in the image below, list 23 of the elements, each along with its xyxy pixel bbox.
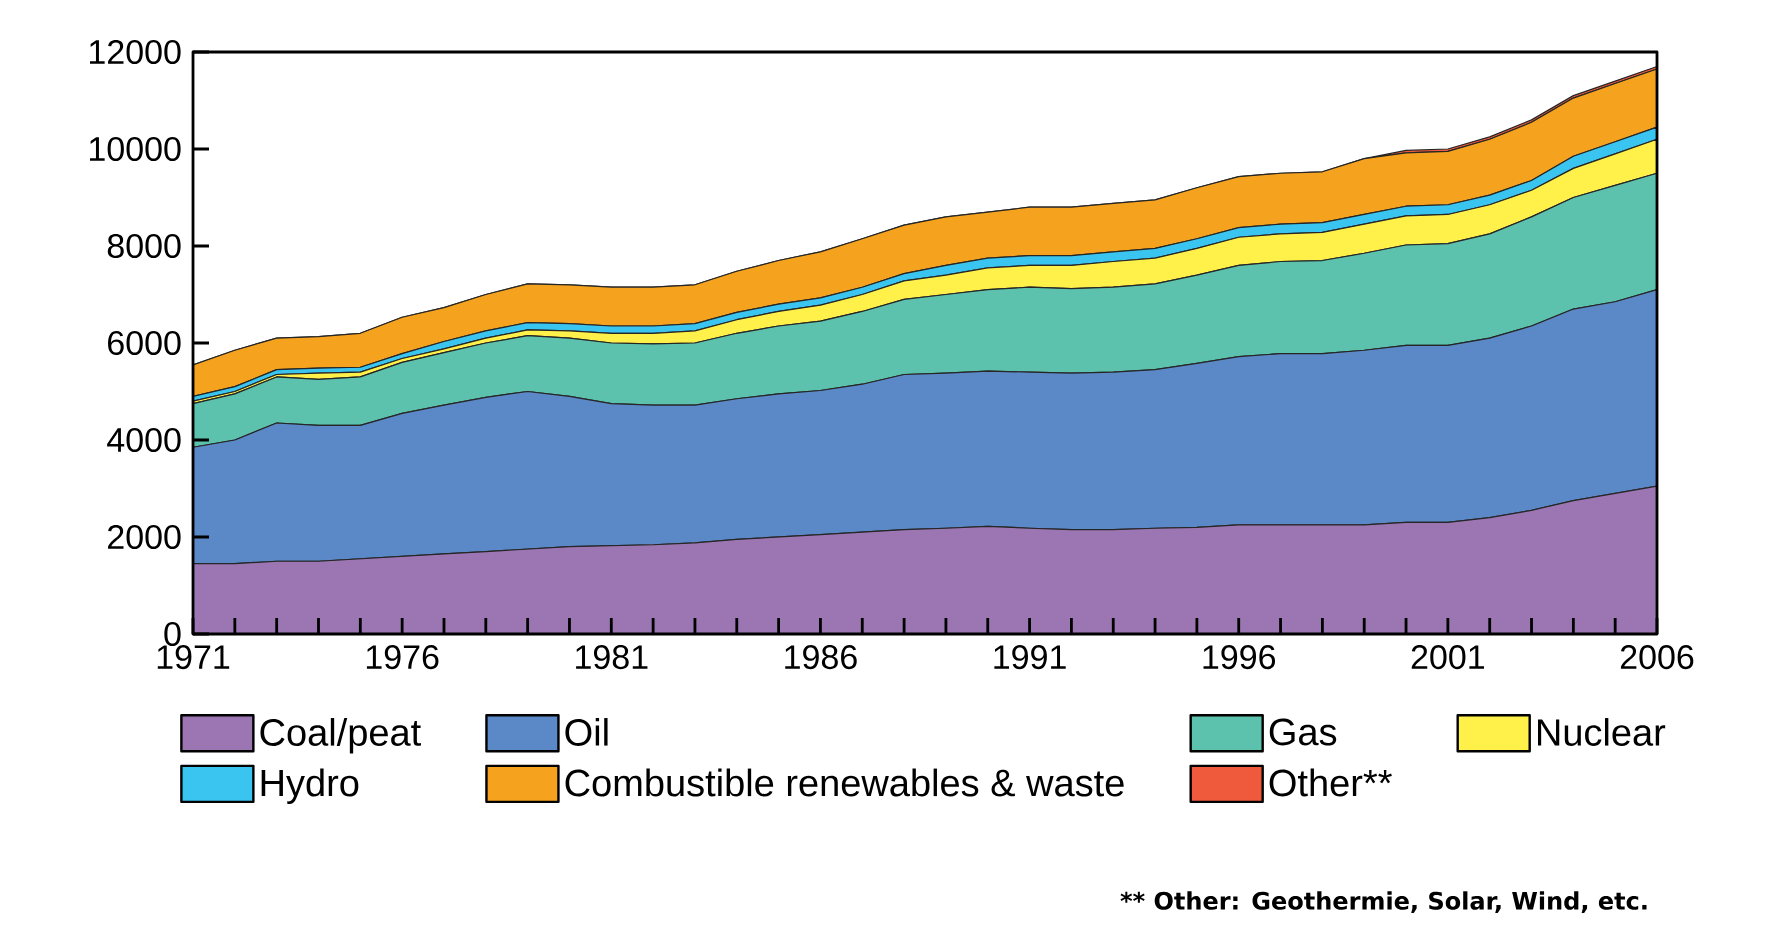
legend-label: Coal/peat [260, 718, 421, 754]
x-tick-label: 1986 [785, 645, 857, 670]
legend-label: Hydro [261, 768, 359, 804]
y-tick-label: 4000 [107, 427, 181, 453]
x-tick-label: 1996 [1203, 645, 1276, 670]
legend-label: Oil [565, 718, 608, 746]
x-tick-label: 1971 [157, 645, 230, 670]
y-tick-label: 2000 [108, 524, 181, 550]
x-tick-label: 2001 [1411, 645, 1485, 670]
legend-label: Other** [1269, 768, 1392, 797]
x-tick-label: 1981 [576, 645, 648, 670]
text: ** Other: Geothermie, Solar, Wind, etc. [1120, 891, 1647, 913]
y-tick-label: 8000 [107, 233, 181, 259]
legend-label: Nuclear [1537, 718, 1666, 746]
y-tick-label: 6000 [108, 330, 181, 356]
y-tick-label: 10000 [90, 136, 181, 162]
y-tick-label: 0 [164, 621, 181, 647]
legend-label: Combustible renewables & waste [565, 768, 1124, 797]
y-tick-label: 12000 [90, 39, 181, 65]
legend-label: Gas [1269, 718, 1337, 746]
x-tick-label: 2006 [1620, 645, 1694, 670]
x-tick-label: 1976 [366, 645, 439, 670]
x-tick-label: 1991 [994, 645, 1066, 670]
